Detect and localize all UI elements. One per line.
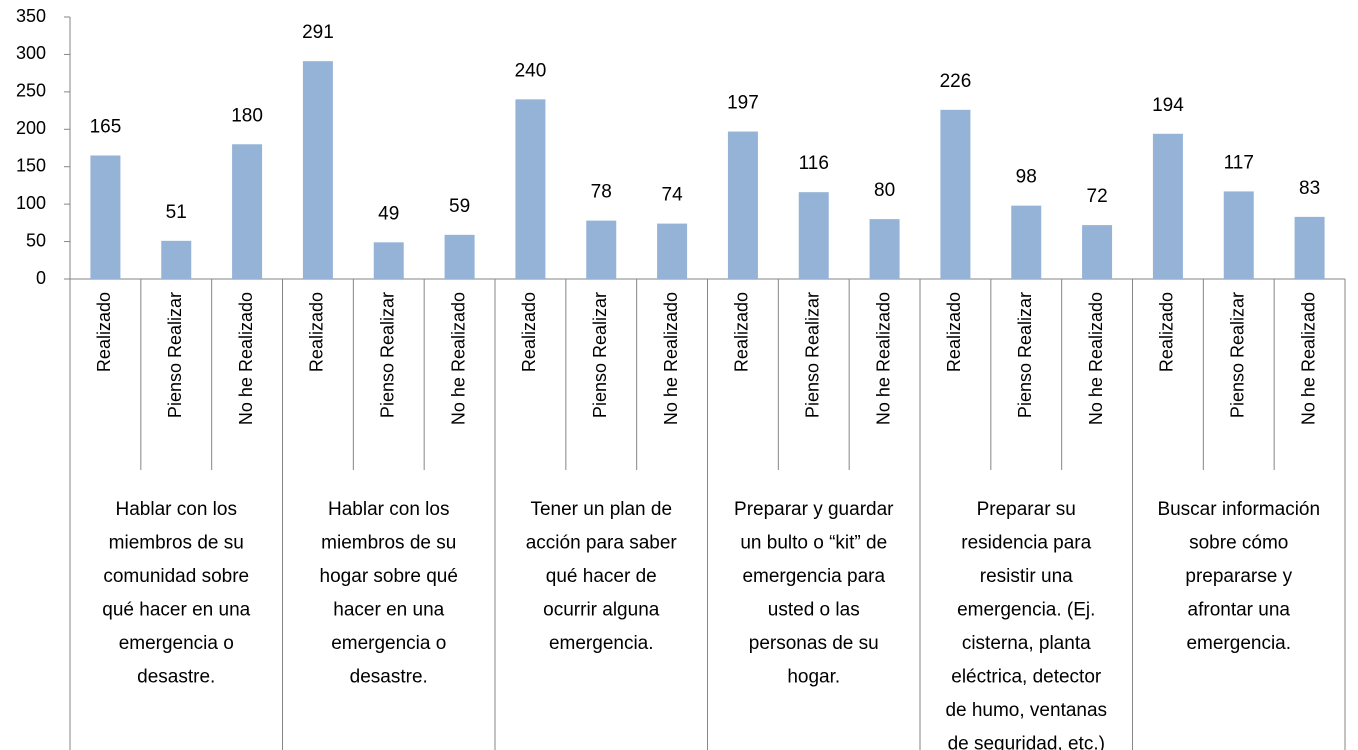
group-label: desastre. <box>137 667 215 688</box>
y-tick-label: 100 <box>16 193 46 213</box>
bar <box>232 144 263 279</box>
bar <box>515 99 546 279</box>
group-label: qué hacer en una <box>102 600 250 621</box>
data-label: 291 <box>302 22 334 43</box>
bar <box>1082 225 1113 279</box>
bar <box>586 220 617 279</box>
data-label: 49 <box>378 203 399 224</box>
group-label: emergencia. (Ej. <box>957 600 1095 621</box>
group-label: emergencia para <box>742 566 885 587</box>
group-label: Buscar información <box>1157 499 1320 520</box>
data-label: 78 <box>591 182 612 203</box>
x-tick-label: Realizado <box>519 292 539 372</box>
bar <box>90 155 121 279</box>
x-tick-label: Pienso Realizar <box>165 292 185 418</box>
x-tick-label: No he Realizado <box>1298 292 1318 425</box>
bar <box>302 61 333 280</box>
data-label: 180 <box>231 105 263 126</box>
bar <box>798 192 829 279</box>
y-tick-label: 150 <box>16 155 46 175</box>
x-tick-label: Pienso Realizar <box>1228 292 1248 418</box>
x-tick-label: No he Realizado <box>873 292 893 425</box>
group-label: desastre. <box>350 667 428 688</box>
data-label: 117 <box>1224 152 1254 173</box>
x-tick-label: Pienso Realizar <box>378 292 398 418</box>
bar <box>1152 133 1183 279</box>
data-label: 83 <box>1299 178 1320 199</box>
group-label: usted o las <box>768 600 860 621</box>
y-tick-label: 200 <box>16 118 46 138</box>
group-label: sobre cómo <box>1189 533 1288 554</box>
group-label: Hablar con los <box>328 499 449 520</box>
x-tick-label: Realizado <box>307 292 327 372</box>
group-label: de humo, ventanas <box>945 700 1107 721</box>
x-tick-label: No he Realizado <box>236 292 256 425</box>
group-label: eléctrica, detector <box>951 667 1102 688</box>
group-label: miembros de su <box>321 533 456 554</box>
data-label: 98 <box>1016 167 1037 188</box>
group-label: acción para saber <box>526 533 678 554</box>
group-label: emergencia o <box>119 633 234 654</box>
x-tick-label: Pienso Realizar <box>1015 292 1035 418</box>
bar <box>727 131 758 279</box>
group-label: miembros de su <box>109 533 244 554</box>
group-label: hogar sobre qué <box>320 566 458 587</box>
group-label: residencia para <box>961 533 1091 554</box>
bar <box>444 234 475 279</box>
bar <box>1011 205 1042 279</box>
data-label: 116 <box>799 153 829 174</box>
data-label: 80 <box>874 180 895 201</box>
group-label: emergencia. <box>549 633 654 654</box>
group-label: ocurrir alguna <box>543 600 660 621</box>
data-label: 197 <box>727 93 759 114</box>
group-label: Preparar su <box>977 499 1076 520</box>
data-label: 51 <box>166 202 187 223</box>
group-label: hogar. <box>787 667 840 688</box>
x-tick-label: No he Realizado <box>1086 292 1106 425</box>
group-label: prepararse y <box>1185 566 1292 587</box>
group-label: un bulto o “kit” de <box>740 533 887 554</box>
bar <box>1294 216 1325 279</box>
x-tick-label: No he Realizado <box>661 292 681 425</box>
x-tick-label: Pienso Realizar <box>590 292 610 418</box>
x-tick-label: Pienso Realizar <box>803 292 823 418</box>
y-tick-label: 0 <box>36 268 46 288</box>
data-label: 240 <box>515 60 547 81</box>
group-label: resistir una <box>980 566 1073 587</box>
group-label: emergencia. <box>1186 633 1291 654</box>
data-label: 226 <box>940 71 972 92</box>
group-label: Tener un plan de <box>530 499 672 520</box>
data-label: 59 <box>449 196 470 217</box>
x-tick-label: Realizado <box>1157 292 1177 372</box>
data-label: 72 <box>1087 186 1108 207</box>
x-tick-label: Realizado <box>732 292 752 372</box>
y-tick-label: 350 <box>16 6 46 26</box>
group-label: emergencia o <box>331 633 446 654</box>
x-tick-label: Realizado <box>944 292 964 372</box>
y-tick-label: 250 <box>16 81 46 101</box>
group-label: cisterna, planta <box>962 633 1091 654</box>
x-tick-label: Realizado <box>94 292 114 372</box>
y-tick-label: 50 <box>26 230 46 250</box>
group-label: afrontar una <box>1188 600 1291 621</box>
group-label: comunidad sobre <box>103 566 249 587</box>
data-label: 165 <box>90 117 122 138</box>
data-label: 74 <box>662 185 684 206</box>
bar <box>657 223 688 279</box>
data-label: 194 <box>1152 95 1184 116</box>
group-label: Preparar y guardar <box>734 499 894 520</box>
group-label: personas de su <box>749 633 879 654</box>
group-label: qué hacer de <box>546 566 657 587</box>
bar <box>869 219 900 279</box>
bar <box>1223 191 1254 279</box>
bar <box>940 109 971 279</box>
group-label: hacer en una <box>333 600 444 621</box>
group-label: Hablar con los <box>116 499 237 520</box>
y-tick-label: 300 <box>16 43 46 63</box>
group-label: de seguridad, etc.) <box>948 734 1105 750</box>
bar <box>373 242 404 279</box>
bar <box>161 240 192 279</box>
x-tick-label: No he Realizado <box>448 292 468 425</box>
